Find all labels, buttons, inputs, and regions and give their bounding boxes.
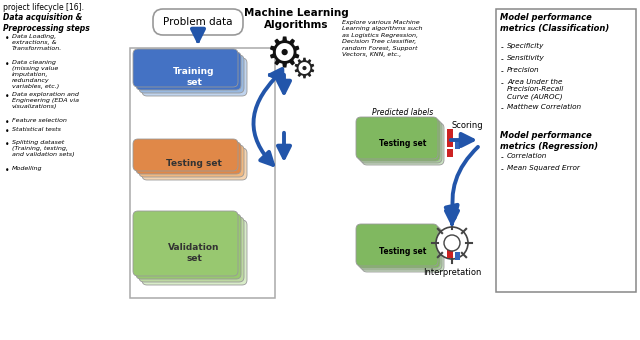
- FancyBboxPatch shape: [139, 145, 244, 177]
- Text: Predicted labels: Predicted labels: [372, 108, 434, 117]
- Text: •: •: [5, 166, 10, 175]
- Text: Model performance
metrics (Regression): Model performance metrics (Regression): [500, 131, 598, 151]
- Text: Explore various Machine
Learning algorithms such
as Logistics Regression,
Decisi: Explore various Machine Learning algorit…: [342, 20, 422, 57]
- Bar: [455, 139, 460, 149]
- FancyBboxPatch shape: [136, 214, 241, 279]
- Text: Data Loading,
extractions, &
Transformation.: Data Loading, extractions, & Transformat…: [12, 34, 62, 51]
- Text: -: -: [501, 55, 504, 64]
- Circle shape: [436, 227, 468, 259]
- Text: -: -: [501, 153, 504, 162]
- Circle shape: [444, 235, 460, 251]
- Text: Features + labels: Features + labels: [169, 53, 236, 62]
- Text: Features + labels: Features + labels: [169, 140, 236, 149]
- Text: •: •: [5, 34, 10, 43]
- Text: Interpretation: Interpretation: [423, 268, 481, 277]
- Text: •: •: [5, 92, 10, 101]
- Text: Model performance
metrics (Classification): Model performance metrics (Classificatio…: [500, 13, 609, 33]
- Bar: [447, 244, 453, 258]
- Text: Features alone: Features alone: [174, 212, 231, 221]
- Text: Testing set: Testing set: [380, 246, 427, 255]
- Bar: [447, 149, 453, 157]
- FancyBboxPatch shape: [153, 9, 243, 35]
- Text: Correlation: Correlation: [507, 153, 547, 159]
- Text: •: •: [5, 127, 10, 136]
- Text: Statistical tests: Statistical tests: [12, 127, 61, 132]
- Text: Machine Learning
Algorithms: Machine Learning Algorithms: [244, 8, 348, 30]
- Text: project lifecycle [16].: project lifecycle [16].: [3, 3, 84, 12]
- Text: Specificity: Specificity: [507, 43, 545, 49]
- FancyBboxPatch shape: [142, 148, 247, 180]
- FancyBboxPatch shape: [139, 217, 244, 282]
- FancyBboxPatch shape: [356, 117, 438, 159]
- Text: ⚙: ⚙: [292, 56, 316, 84]
- FancyBboxPatch shape: [133, 49, 238, 87]
- FancyBboxPatch shape: [358, 119, 440, 161]
- Text: Modelling: Modelling: [12, 166, 42, 171]
- Text: •: •: [5, 140, 10, 149]
- Text: Feature selection: Feature selection: [12, 118, 67, 123]
- Text: Mean Squared Error: Mean Squared Error: [507, 165, 580, 171]
- Text: -: -: [501, 165, 504, 174]
- Text: Testing set: Testing set: [166, 159, 222, 169]
- Text: Data exploration and
Engineering (EDA via
visualizations): Data exploration and Engineering (EDA vi…: [12, 92, 79, 109]
- Text: •: •: [5, 60, 10, 69]
- FancyBboxPatch shape: [142, 220, 247, 285]
- Text: •: •: [5, 118, 10, 127]
- Text: Data cleaning
(missing value
imputation,
redundancy
variables, etc.): Data cleaning (missing value imputation,…: [12, 60, 60, 89]
- Bar: [455, 252, 460, 260]
- Text: Precision: Precision: [507, 67, 540, 73]
- FancyBboxPatch shape: [360, 228, 442, 270]
- FancyBboxPatch shape: [142, 58, 247, 96]
- Text: Splitting dataset
(Training, testing,
and validation sets): Splitting dataset (Training, testing, an…: [12, 140, 75, 157]
- FancyBboxPatch shape: [136, 52, 241, 90]
- FancyBboxPatch shape: [133, 139, 238, 171]
- FancyBboxPatch shape: [356, 224, 438, 266]
- Text: Matthew Correlation: Matthew Correlation: [507, 104, 581, 110]
- FancyBboxPatch shape: [360, 121, 442, 163]
- Bar: [130, 48, 275, 298]
- FancyBboxPatch shape: [362, 230, 444, 272]
- Bar: [496, 9, 636, 292]
- Text: Scoring: Scoring: [452, 121, 484, 130]
- FancyBboxPatch shape: [136, 142, 241, 174]
- Text: ⚙: ⚙: [266, 34, 303, 76]
- Text: Validation
set: Validation set: [168, 243, 220, 263]
- FancyBboxPatch shape: [362, 123, 444, 165]
- Text: -: -: [501, 67, 504, 76]
- Text: Sensitivity: Sensitivity: [507, 55, 545, 61]
- Text: -: -: [501, 104, 504, 113]
- Text: Training
set: Training set: [173, 67, 215, 87]
- Text: Data acquisition &
Preprocessing steps: Data acquisition & Preprocessing steps: [3, 13, 90, 33]
- FancyBboxPatch shape: [133, 211, 238, 276]
- FancyBboxPatch shape: [358, 226, 440, 268]
- Bar: [447, 129, 453, 147]
- Text: Area Under the
Precision-Recall
Curve (AUROC): Area Under the Precision-Recall Curve (A…: [507, 79, 564, 100]
- Text: Problem data: Problem data: [163, 17, 233, 27]
- Text: -: -: [501, 43, 504, 52]
- Text: Testing set: Testing set: [380, 139, 427, 149]
- FancyBboxPatch shape: [139, 55, 244, 93]
- Text: -: -: [501, 79, 504, 88]
